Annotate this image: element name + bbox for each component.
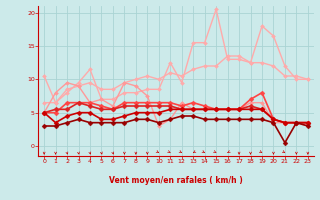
X-axis label: Vent moyen/en rafales ( km/h ): Vent moyen/en rafales ( km/h )	[109, 176, 243, 185]
